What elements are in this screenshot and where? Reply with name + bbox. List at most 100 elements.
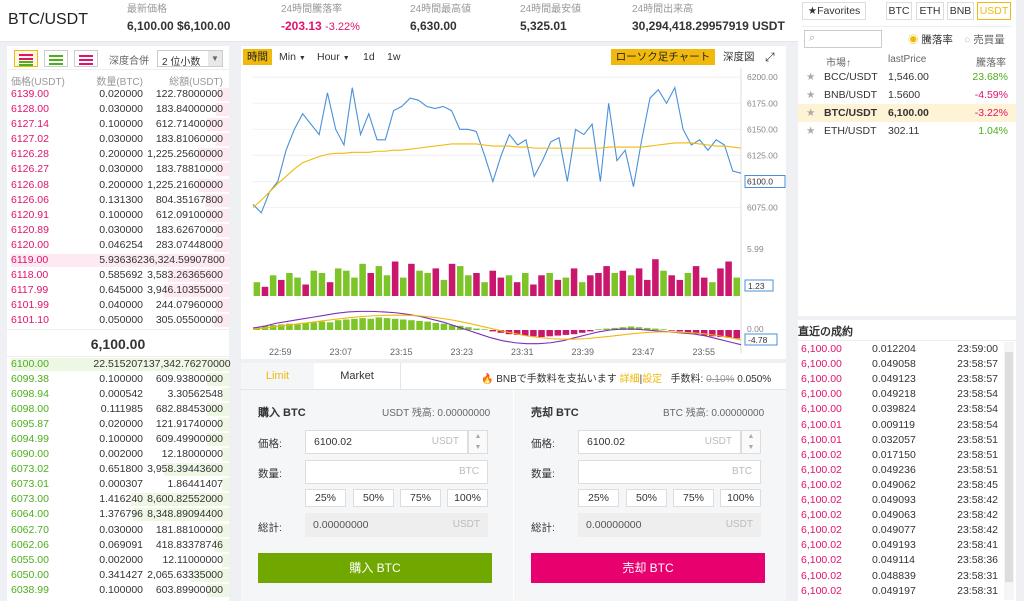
interval-1w-button[interactable]: 1w	[387, 51, 401, 63]
sell-button[interactable]: 売却 BTC	[531, 553, 765, 583]
market-search-input[interactable]: ⌕	[804, 30, 882, 48]
buy-price-input[interactable]: 6100.02 USDT	[305, 430, 468, 454]
min-dropdown[interactable]: Min ▼	[279, 51, 306, 63]
bid-row[interactable]: 6098.00 0.111985 682.88453000	[7, 402, 229, 417]
macd-hist-bar	[578, 330, 586, 333]
radio-change[interactable]: ◉ 騰落率	[908, 34, 953, 46]
col-change[interactable]: 騰落率	[976, 58, 1006, 69]
volume-bar	[700, 277, 708, 296]
bid-row[interactable]: 6038.99 0.100000 603.89900000	[7, 583, 229, 598]
bid-row[interactable]: 6062.06 0.069091 418.83378746	[7, 538, 229, 553]
bid-row[interactable]: 6100.00 22.515207 137,342.76270000	[11, 357, 231, 371]
buy-75-button[interactable]: 75%	[400, 489, 441, 507]
tab-eth[interactable]: ETH	[916, 2, 944, 20]
settings-link[interactable]: 設定	[642, 374, 663, 385]
sell-75-button[interactable]: 75%	[673, 489, 714, 507]
macd-hist-bar	[652, 328, 659, 330]
macd-hist-bar	[375, 317, 383, 330]
bid-row[interactable]: 6055.00 0.002000 12.11000000	[7, 553, 229, 568]
volume-bar	[562, 277, 570, 296]
candlestick-tab[interactable]: ローソク足チャート	[611, 49, 715, 65]
ask-row[interactable]: 6127.14 0.100000 612.71400000	[7, 117, 229, 132]
ask-row[interactable]: 6127.02 0.030000 183.81060000	[7, 132, 229, 147]
tab-usdt[interactable]: USDT	[977, 2, 1011, 20]
book-mode-both-button[interactable]	[14, 50, 38, 67]
ask-row[interactable]: 6126.08 0.200000 1,225.21600000	[7, 178, 229, 193]
market-row[interactable]: ★ BTC/USDT 6,100.00 -3.22%	[798, 104, 1016, 122]
chart-canvas[interactable]: 6200.006175.006150.006125.006100.006075.…	[241, 68, 786, 358]
interval-1d-button[interactable]: 1d	[363, 51, 375, 63]
tab-time[interactable]: 時間	[243, 49, 272, 65]
bid-row[interactable]: 6073.00 1.416240 8,600.82552000	[7, 492, 229, 507]
star-icon[interactable]: ★	[806, 107, 816, 119]
trades-scrollbar[interactable]	[1004, 342, 1014, 600]
depth-select[interactable]: 2 位小数 ▼	[157, 50, 223, 68]
sell-price-stepper[interactable]: ▲ ▼	[741, 430, 761, 454]
ask-row[interactable]: 6126.28 0.200000 1,225.25600000	[7, 147, 229, 162]
macd-hist-bar	[570, 330, 578, 335]
market-row[interactable]: ★ BNB/USDT 1.5600 -4.59%	[798, 86, 1016, 104]
sell-100-button[interactable]: 100%	[720, 489, 761, 507]
ask-row[interactable]: 6120.89 0.030000 183.62670000	[7, 223, 229, 238]
macd-hist-bar	[326, 322, 334, 330]
ask-row[interactable]: 6117.99 0.645000 3,946.10355000	[7, 283, 229, 298]
tab-limit[interactable]: Limit	[241, 363, 314, 389]
recent-trades-panel: 直近の成約 6,100.00 0.012204 23:59:00 6,100.00 0.…	[798, 320, 1016, 601]
bid-row[interactable]: 6098.94 0.000542 3.30562548	[7, 387, 229, 402]
trade-row: 6,100.02 0.049236 23:58:51	[801, 463, 998, 476]
ask-row[interactable]: 6126.06 0.131300 804.35167800	[7, 193, 229, 208]
ask-row[interactable]: 6120.00 0.046254 283.07448000	[7, 238, 229, 253]
col-market[interactable]: 市場↑	[826, 58, 851, 69]
star-icon[interactable]: ★	[806, 89, 816, 101]
market-row[interactable]: ★ BCC/USDT 1,546.00 23.68%	[798, 68, 1016, 86]
bid-row[interactable]: 6073.02 0.651800 3,958.39443600	[7, 462, 229, 477]
buy-button[interactable]: 購入 BTC	[258, 553, 492, 583]
star-icon[interactable]: ★	[806, 71, 816, 83]
macd-hist-bar	[554, 330, 562, 336]
tab-bnb[interactable]: BNB	[947, 2, 974, 20]
favorites-tab[interactable]: ★Favorites	[802, 2, 866, 20]
star-icon[interactable]: ★	[806, 125, 816, 137]
radio-volume[interactable]: ○ 売買量	[964, 34, 1005, 46]
bid-row[interactable]: 6073.01 0.000307 1.86441407	[7, 477, 229, 492]
book-mode-bids-button[interactable]	[44, 50, 68, 67]
ask-row[interactable]: 6120.91 0.100000 612.09100000	[7, 208, 229, 223]
col-last-price[interactable]: lastPrice	[888, 54, 927, 65]
ask-row[interactable]: 6128.00 0.030000 183.84000000	[7, 102, 229, 117]
tab-btc[interactable]: BTC	[886, 2, 912, 20]
detail-link[interactable]: 詳細	[619, 374, 640, 385]
ask-row[interactable]: 6139.00 0.020000 122.78000000	[7, 87, 229, 102]
buy-50-button[interactable]: 50%	[353, 489, 394, 507]
buy-100-button[interactable]: 100%	[447, 489, 488, 507]
buy-25-button[interactable]: 25%	[305, 489, 346, 507]
bid-row[interactable]: 6090.00 0.002000 12.18000000	[7, 447, 229, 462]
tab-market[interactable]: Market	[314, 363, 401, 389]
depth-chart-tab[interactable]: 深度図	[723, 51, 755, 63]
price-tick-label: 6075.00	[747, 203, 778, 213]
sell-50-button[interactable]: 50%	[626, 489, 667, 507]
sell-25-button[interactable]: 25%	[578, 489, 619, 507]
ask-row[interactable]: 6119.00 5.936362 36,324.59907800	[7, 253, 229, 268]
market-row[interactable]: ★ ETH/USDT 302.11 1.04%	[798, 122, 1016, 140]
ask-row[interactable]: 6101.99 0.040000 244.07960000	[7, 298, 229, 313]
sell-qty-input[interactable]: BTC	[578, 460, 761, 484]
ask-row[interactable]: 6101.10 0.050000 305.05500000	[7, 313, 229, 328]
stat-24h-high: 24時間最高値 6,630.00	[410, 4, 472, 33]
bid-row[interactable]: 6095.87 0.020000 121.91740000	[7, 417, 229, 432]
ask-row[interactable]: 6126.27 0.030000 183.78810000	[7, 162, 229, 177]
buy-price-stepper[interactable]: ▲ ▼	[468, 430, 488, 454]
depth-bar	[133, 508, 229, 522]
bid-row[interactable]: 6064.00 1.376796 8,348.89094400	[7, 507, 229, 522]
ask-row[interactable]: 6118.00 0.585692 3,583.26365600	[7, 268, 229, 283]
depth-bar	[163, 463, 229, 477]
sell-price-input[interactable]: 6100.02 USDT	[578, 430, 741, 454]
book-mode-asks-button[interactable]	[74, 50, 98, 67]
fullscreen-icon[interactable]: ⤢	[765, 50, 775, 64]
buy-qty-input[interactable]: BTC	[305, 460, 488, 484]
bid-row[interactable]: 6050.00 0.341427 2,065.63335000	[7, 568, 229, 583]
bid-row[interactable]: 6062.70 0.030000 181.88100000	[7, 523, 229, 538]
hour-dropdown[interactable]: Hour ▼	[317, 51, 350, 63]
bid-row[interactable]: 6094.99 0.100000 609.49900000	[7, 432, 229, 447]
time-tick-label: 23:15	[390, 347, 413, 357]
bid-row[interactable]: 6099.38 0.100000 609.93800000	[7, 372, 229, 387]
